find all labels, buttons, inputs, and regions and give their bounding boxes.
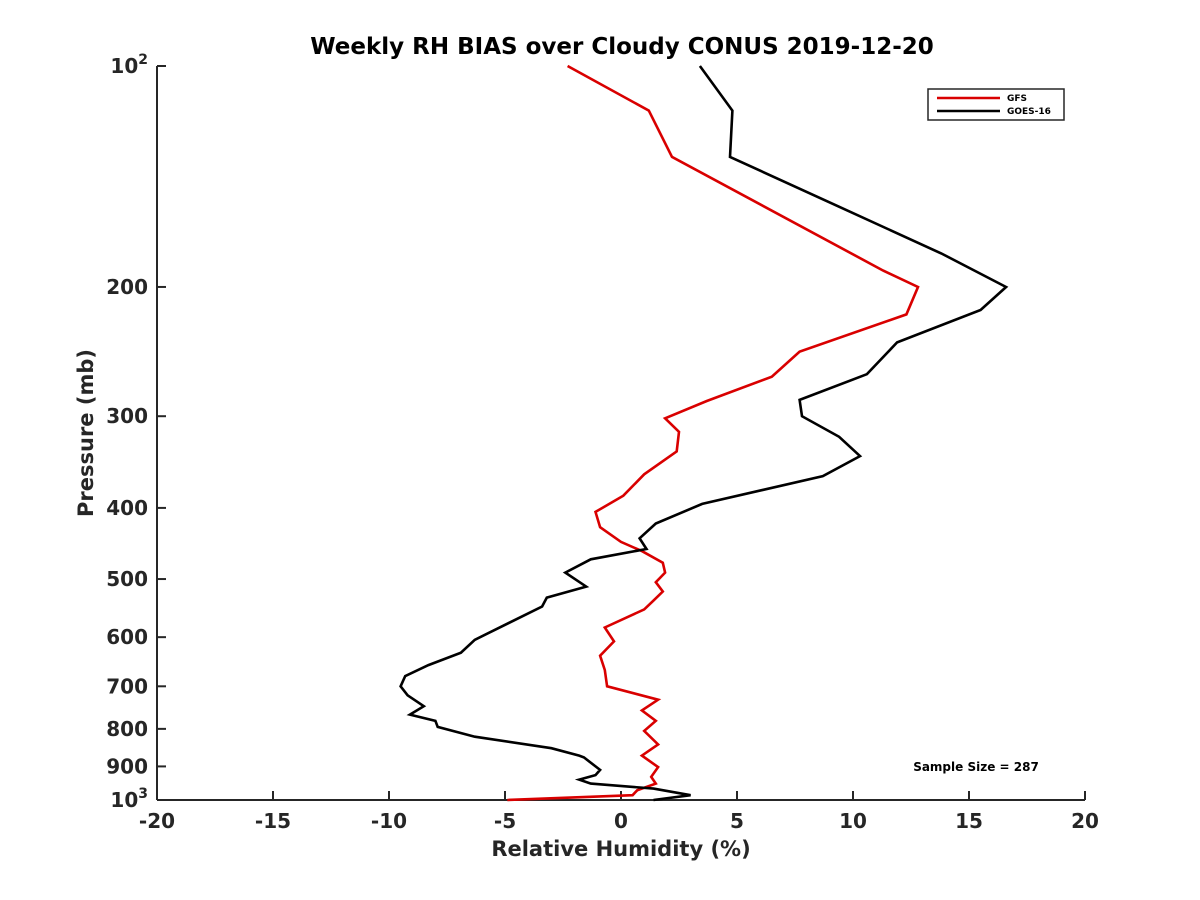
y-tick-label-base: 10 (110, 788, 138, 812)
y-tick-label-base: 300 (106, 404, 148, 428)
y-tick-label: 800 (106, 717, 148, 741)
y-tick-label: 102 (110, 52, 148, 78)
x-tick-label: -10 (371, 809, 407, 833)
y-tick-label-base: 900 (106, 754, 148, 778)
chart-title: Weekly RH BIAS over Cloudy CONUS 2019-12… (310, 34, 934, 60)
plot-area: -20 -15 -10 -5 0 5 10 15 20 10220030040050060070… (106, 52, 1099, 833)
y-tick-label: 900 (106, 754, 148, 778)
y-tick-label-base: 200 (106, 275, 148, 299)
y-tick-label: 103 (110, 786, 148, 812)
legend-label: GOES-16 (1007, 107, 1051, 117)
legend-label: GFS (1007, 94, 1027, 104)
y-tick-label-base: 700 (106, 674, 148, 698)
y-tick-label-base: 10 (110, 54, 138, 78)
series-line-goes-16 (399, 65, 1009, 802)
x-tick-label: -5 (494, 809, 516, 833)
y-axis-label: Pressure (mb) (74, 349, 98, 517)
y-tick-label: 300 (106, 404, 148, 428)
x-tick-label: 0 (614, 809, 628, 833)
y-tick-label-exponent: 2 (138, 52, 148, 68)
x-tick-label: 15 (955, 809, 983, 833)
y-tick-label-base: 800 (106, 717, 148, 741)
x-axis-label: Relative Humidity (%) (491, 837, 750, 861)
x-tick-label: -15 (255, 809, 291, 833)
sample-size-annotation: Sample Size = 287 (913, 760, 1039, 774)
legend-items: GFS GOES-16 (937, 94, 1051, 117)
y-tick-label: 200 (106, 275, 148, 299)
y-tick-label-base: 500 (106, 567, 148, 591)
series-lines (399, 64, 1009, 802)
x-ticks: -20 -15 -10 -5 0 5 10 15 20 (139, 791, 1099, 833)
y-tick-label: 700 (106, 674, 148, 698)
x-tick-label: 10 (839, 809, 867, 833)
y-tick-label: 500 (106, 567, 148, 591)
series-line-gfs (507, 64, 920, 802)
y-tick-label-base: 400 (106, 496, 148, 520)
x-tick-label: -20 (139, 809, 175, 833)
x-tick-label: 20 (1071, 809, 1099, 833)
y-tick-label: 400 (106, 496, 148, 520)
y-tick-label: 600 (106, 625, 148, 649)
y-tick-label-exponent: 3 (138, 786, 148, 802)
x-tick-label: 5 (730, 809, 744, 833)
legend: GFS GOES-16 (927, 88, 1065, 121)
y-tick-label-base: 600 (106, 625, 148, 649)
legend-box (927, 88, 1065, 121)
